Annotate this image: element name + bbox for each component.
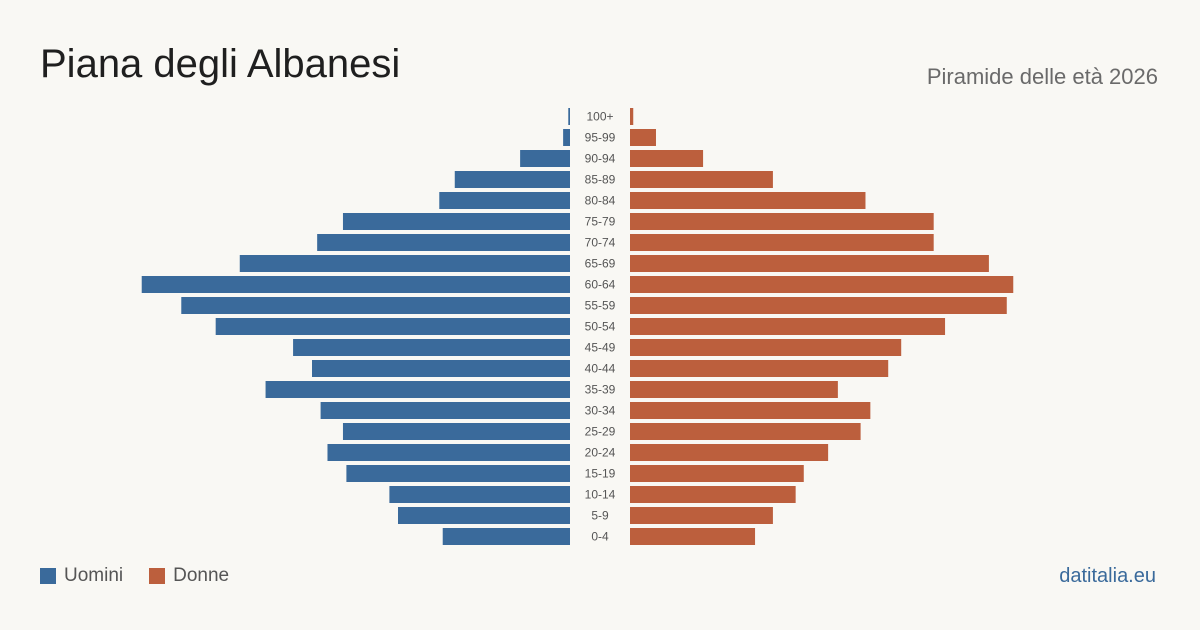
bar-men-50-54 [215,318,570,335]
chart-legend: Uomini Donne [40,565,255,587]
age-label-85-89: 85-89 [585,173,616,187]
bar-women-15-19 [630,465,804,482]
age-label-50-54: 50-54 [585,320,616,334]
age-label-15-19: 15-19 [585,467,616,481]
legend-swatch-women [149,568,166,584]
bar-men-55-59 [181,297,570,314]
age-label-75-79: 75-79 [585,215,616,229]
age-label-0-4: 0-4 [591,530,609,544]
legend-label-men: Uomini [64,565,124,586]
bar-men-95-99 [563,129,570,146]
bar-women-90-94 [630,150,704,167]
bar-men-60-64 [141,276,570,293]
age-label-70-74: 70-74 [585,236,616,250]
bar-women-45-49 [630,339,902,356]
bar-men-70-74 [317,234,570,251]
bar-women-20-24 [630,444,829,461]
bar-women-50-54 [630,318,946,335]
age-label-35-39: 35-39 [585,383,616,397]
bar-women-0-4 [630,528,756,545]
bar-men-80-84 [439,192,570,209]
bar-women-75-79 [630,213,934,230]
bar-men-45-49 [293,339,570,356]
bar-women-95-99 [630,129,656,146]
bar-men-40-44 [312,360,570,377]
age-label-5-9: 5-9 [591,509,609,523]
bar-women-35-39 [630,381,838,398]
age-label-40-44: 40-44 [585,362,616,376]
bar-men-90-94 [520,150,570,167]
legend-swatch-men [40,568,56,584]
age-label-80-84: 80-84 [585,194,616,208]
bar-women-60-64 [630,276,1014,293]
page-title: Piana degli Albanesi [40,42,401,86]
bar-women-55-59 [630,297,1007,314]
bar-men-20-24 [327,444,570,461]
age-label-25-29: 25-29 [585,425,616,439]
legend-label-women: Donne [173,565,230,586]
bar-men-25-29 [342,423,570,440]
bar-men-30-34 [320,402,570,419]
bar-women-5-9 [630,507,773,524]
bar-women-65-69 [630,255,989,272]
bar-women-85-89 [630,171,773,188]
bar-women-25-29 [630,423,861,440]
age-label-100+: 100+ [586,110,613,124]
bar-women-100+ [630,108,634,125]
age-label-65-69: 65-69 [585,257,616,271]
bar-women-30-34 [630,402,871,419]
age-label-95-99: 95-99 [585,131,616,145]
bar-men-10-14 [389,486,570,503]
age-label-30-34: 30-34 [585,404,616,418]
age-label-45-49: 45-49 [585,341,616,355]
age-label-60-64: 60-64 [585,278,616,292]
population-pyramid-chart: 100+ 95-99 90-94 85-89 80-84 75-79 70-74 65-69 6… [141,108,1014,545]
bar-women-70-74 [630,234,934,251]
bar-men-65-69 [239,255,570,272]
bar-men-85-89 [454,171,570,188]
legend-item-women: Donne [149,565,229,587]
bar-women-80-84 [630,192,866,209]
bar-men-15-19 [346,465,570,482]
bar-women-10-14 [630,486,796,503]
age-label-55-59: 55-59 [585,299,616,313]
age-label-90-94: 90-94 [585,152,616,166]
bar-men-35-39 [265,381,570,398]
bar-men-5-9 [398,507,570,524]
bar-men-100+ [568,108,570,125]
bar-men-0-4 [442,528,570,545]
brand-link[interactable]: datitalia.eu [1059,565,1156,587]
legend-item-men: Uomini [40,565,123,587]
bar-women-40-44 [630,360,889,377]
chart-subtitle: Piramide delle età 2026 [926,64,1158,89]
age-label-10-14: 10-14 [585,488,616,502]
age-label-20-24: 20-24 [585,446,616,460]
bar-men-75-79 [342,213,570,230]
